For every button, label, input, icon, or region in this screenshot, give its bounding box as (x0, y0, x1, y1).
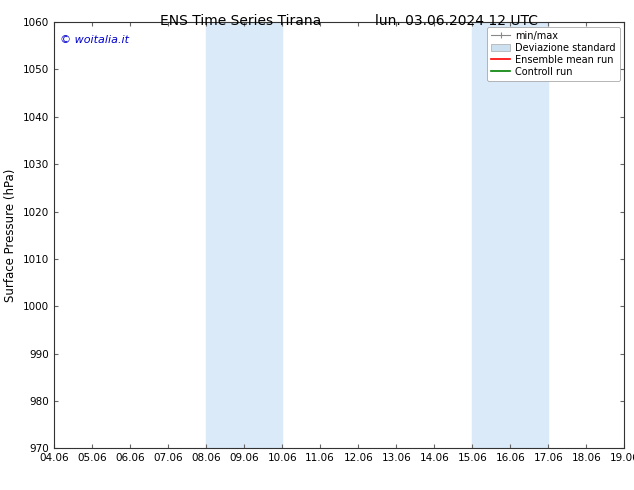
Bar (472, 22, 548, 448)
Bar (206, 22, 282, 448)
Text: © woitalia.it: © woitalia.it (60, 35, 129, 45)
Legend: min/max, Deviazione standard, Ensemble mean run, Controll run: min/max, Deviazione standard, Ensemble m… (487, 27, 619, 80)
Text: ENS Time Series Tirana: ENS Time Series Tirana (160, 14, 321, 28)
Y-axis label: Surface Pressure (hPa): Surface Pressure (hPa) (4, 169, 17, 302)
Text: lun. 03.06.2024 12 UTC: lun. 03.06.2024 12 UTC (375, 14, 538, 28)
